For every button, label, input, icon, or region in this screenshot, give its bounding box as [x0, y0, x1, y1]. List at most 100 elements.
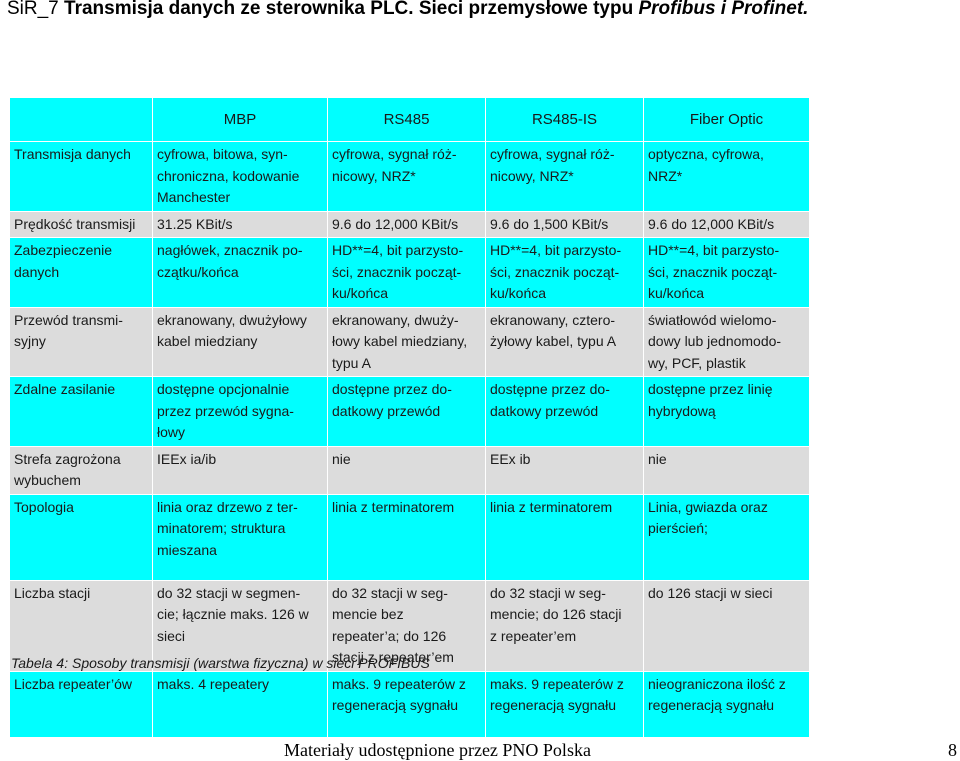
cell-line: nie — [648, 450, 667, 467]
cell-line: Prędkość transmisji — [14, 215, 136, 232]
cell-line: Zabezpieczenie — [14, 242, 113, 258]
cell-line: nagłówek, znacznik po- — [157, 242, 303, 258]
table-cell: linia oraz drzewo z ter-minatorem; struk… — [152, 493, 328, 581]
cell-line: dostępne przez do- — [490, 381, 610, 397]
table-row: Zdalne zasilanie dostępne opcjonalnie prze… — [9, 376, 810, 447]
cell-line: 31.25 KBit/s — [157, 215, 233, 232]
row-label-cell: Strefa zagrożona wybuchem — [9, 445, 153, 495]
cell-line: EEx ib — [490, 450, 531, 467]
cell-line: nie — [332, 450, 351, 467]
cell-line: NRZ* — [648, 167, 683, 184]
header-title-italic: Profibus i Profinet. — [638, 0, 809, 19]
table-cell: światłowód wielomo-dowy lub jednomodo-wy… — [643, 306, 810, 377]
cell-line: Przewód transmi- — [14, 311, 123, 328]
table-cell: dostępne przez do-datkowy przewód — [485, 376, 644, 447]
cell-line: Linia, gwiazda oraz — [648, 498, 768, 515]
cell-line: do 32 stacji w seg- — [490, 584, 606, 601]
cell-line: ści, znacznik począt- — [490, 263, 620, 280]
table-cell: dostępne przez linię hybrydową — [643, 376, 810, 447]
table-cell: maks. 4 repeatery — [152, 670, 328, 738]
cell-line: hybrydową — [648, 402, 716, 419]
table-cell: dostępne opcjonalnie przez przewód sygna-… — [152, 376, 328, 447]
row-label-cell: Liczba repeater’ów — [9, 670, 153, 738]
row-label-cell: Topologia — [9, 493, 153, 581]
table-cell: nieograniczona ilość z regeneracją sygnał… — [643, 670, 810, 738]
cell-line: cyfrowa, sygnał róż- — [490, 146, 615, 162]
cell-line: nicowy, NRZ* — [332, 167, 416, 184]
table-cell: optyczna, cyfrowa, NRZ* — [643, 141, 810, 212]
cell-line: z repeater’em — [490, 627, 577, 644]
cell-line: Liczba repeater’ów — [14, 675, 133, 692]
table-caption: Tabela 4: Sposoby transmisji (warstwa fi… — [11, 655, 430, 671]
cell-line: IEEx ia/ib — [157, 450, 217, 467]
document-header: SiR_7 Transmisja danych ze sterownika PL… — [7, 0, 808, 21]
table-cell: nie — [643, 445, 810, 495]
row-label-cell: Przewód transmi-syjny — [9, 306, 153, 377]
cell-line: minatorem; struktura — [157, 520, 286, 536]
cell-line: datkowy przewód — [490, 402, 599, 419]
cell-line: ści, znacznik począt- — [648, 263, 778, 280]
profibus-comparison-table: MBP RS485 RS485-IS Fiber Optic Transmisja da… — [9, 97, 810, 738]
footer-text: Materiały udostępnione przez PNO Polska — [284, 740, 591, 760]
table-cell: 9.6 do 1,500 KBit/s — [485, 210, 644, 238]
cell-line: Transmisja danych — [14, 146, 131, 162]
cell-line: cyfrowa, sygnał róż- — [332, 146, 457, 162]
table-cell: do 126 stacji w sieci — [643, 579, 810, 672]
cell-line: ku/końca — [648, 285, 705, 301]
page-number: 8 — [948, 740, 957, 760]
cell-line: Manchester — [157, 189, 231, 205]
cell-line: 9.6 do 12,000 KBit/s — [332, 215, 459, 232]
cell-line: regeneracją sygnału — [490, 697, 617, 713]
table-cell: ekranowany, dwuży-łowy kabel miedziany, t… — [327, 306, 486, 377]
cell-line: dostępne opcjonalnie — [157, 381, 290, 397]
table-cell: dostępne przez do-datkowy przewód — [327, 376, 486, 447]
cell-line: 9.6 do 12,000 KBit/s — [648, 215, 775, 232]
cell-line: ści, znacznik począt- — [332, 263, 462, 280]
table-cell: nie — [327, 445, 486, 495]
cell-line: regeneracją sygnału — [648, 697, 775, 713]
cell-line: wybuchem — [14, 472, 81, 488]
cell-line: ku/końca — [490, 285, 547, 301]
cell-line: Topologia — [14, 498, 74, 515]
table-cell: maks. 9 repeaterów z regeneracją sygnału — [327, 670, 486, 738]
table-cell: ekranowany, cztero-żyłowy kabel, typu A — [485, 306, 644, 377]
cell-line: HD**=4, bit parzysto- — [490, 242, 622, 258]
cell-line: danych — [14, 263, 60, 280]
cell-line: linia z terminatorem — [490, 498, 613, 515]
table-cell: HD**=4, bit parzysto-ści, znacznik począ… — [643, 237, 810, 308]
cell-line: chroniczna, kodowanie — [157, 167, 300, 184]
table-cell: nagłówek, znacznik po-czątku/końca — [152, 237, 328, 308]
table-cell: 9.6 do 12,000 KBit/s — [327, 210, 486, 238]
cell-line: łowy kabel miedziany, — [332, 333, 468, 349]
cell-line: żyłowy kabel, typu A — [490, 333, 617, 349]
cell-line: czątku/końca — [157, 263, 239, 280]
cell-line: łowy — [157, 424, 186, 440]
table-row: Przewód transmi-syjny ekranowany, dwużyło… — [9, 306, 810, 377]
table-header-row: MBP RS485 RS485-IS Fiber Optic — [9, 97, 810, 142]
cell-line: do 126 stacji w sieci — [648, 584, 773, 601]
cell-line: maks. 4 repeatery — [157, 675, 270, 692]
table-cell: cyfrowa, sygnał róż-nicowy, NRZ* — [485, 141, 644, 212]
column-header: RS485-IS — [485, 97, 644, 142]
cell-line: wy, PCF, plastik — [648, 354, 746, 371]
cell-line: typu A — [332, 354, 371, 371]
table-cell: ekranowany, dwużyłowy kabel miedziany — [152, 306, 328, 377]
column-header: RS485 — [327, 97, 486, 142]
row-label-cell: Zabezpieczenie danych — [9, 237, 153, 308]
table-cell: cyfrowa, sygnał róż-nicowy, NRZ* — [327, 141, 486, 212]
cell-line: linia z terminatorem — [332, 498, 455, 515]
cell-line: HD**=4, bit parzysto- — [332, 242, 464, 258]
table-row: Topologia linia oraz drzewo z ter-minator… — [9, 493, 810, 581]
row-label-cell: Zdalne zasilanie — [9, 376, 153, 447]
row-label-cell: Liczba stacji — [9, 579, 153, 672]
table-cell: HD**=4, bit parzysto-ści, znacznik począ… — [327, 237, 486, 308]
cell-line: ekranowany, dwużyłowy — [157, 311, 307, 328]
cell-line: mencie bez — [332, 606, 404, 622]
cell-line: nieograniczona ilość z — [648, 675, 786, 692]
header-title: Transmisja danych ze sterownika PLC. Sie… — [64, 0, 639, 19]
cell-line: cyfrowa, bitowa, syn- — [157, 146, 288, 162]
table-row: Zabezpieczenie danych nagłówek, znacznik p… — [9, 237, 810, 308]
cell-line: ekranowany, dwuży- — [332, 311, 459, 328]
cell-line: nicowy, NRZ* — [490, 167, 574, 184]
cell-line: datkowy przewód — [332, 402, 441, 419]
